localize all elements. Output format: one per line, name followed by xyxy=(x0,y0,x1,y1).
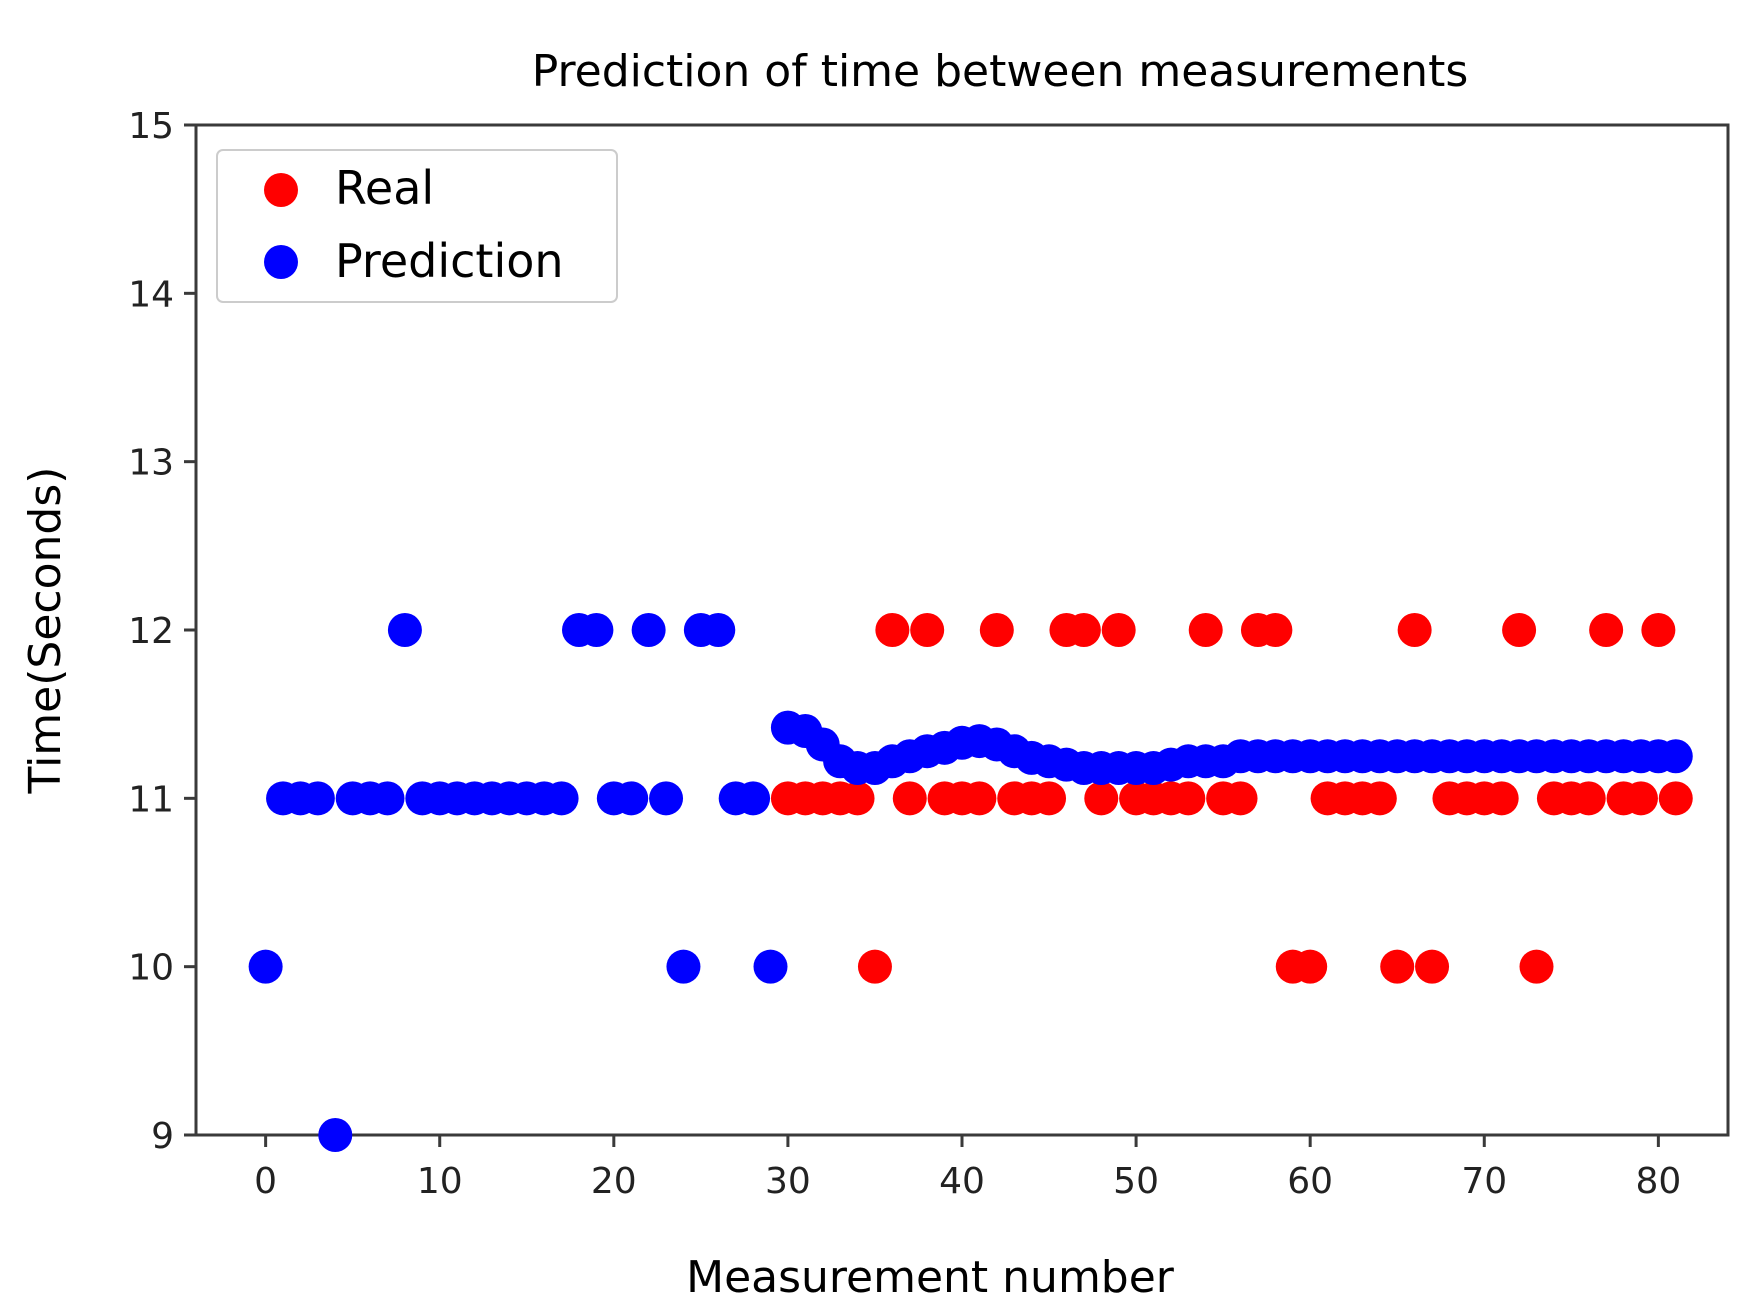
data-point-prediction xyxy=(753,949,788,984)
x-tick-label: 70 xyxy=(1461,1161,1507,1202)
y-tick-label: 9 xyxy=(151,1116,174,1157)
y-tick-label: 12 xyxy=(128,611,174,652)
data-point-prediction xyxy=(370,781,405,816)
data-point-real xyxy=(1223,781,1258,816)
data-point-real xyxy=(1380,949,1415,984)
data-point-real xyxy=(1101,613,1136,647)
data-point-prediction xyxy=(544,781,579,816)
chart-title: Prediction of time between measurements xyxy=(532,46,1469,97)
data-point-real xyxy=(1188,613,1223,647)
data-point-real xyxy=(1589,613,1624,647)
data-point-real xyxy=(1519,949,1554,984)
data-point-prediction xyxy=(1658,739,1693,774)
data-point-prediction xyxy=(614,781,649,816)
data-point-real xyxy=(840,781,875,816)
x-tick-label: 40 xyxy=(939,1161,985,1202)
data-point-prediction xyxy=(300,781,335,816)
x-axis-label: Measurement number xyxy=(686,1252,1175,1303)
data-point-real xyxy=(1415,949,1450,984)
data-point-real xyxy=(857,949,892,984)
y-tick-label: 14 xyxy=(128,274,174,315)
x-tick-label: 0 xyxy=(254,1161,277,1202)
data-point-real xyxy=(1484,781,1519,816)
data-point-real xyxy=(1293,949,1328,984)
data-point-real xyxy=(979,613,1014,647)
x-tick-label: 80 xyxy=(1635,1161,1681,1202)
data-point-real xyxy=(910,613,945,647)
data-point-prediction xyxy=(579,613,614,647)
data-point-real xyxy=(1362,781,1397,816)
x-tick-label: 50 xyxy=(1113,1161,1159,1202)
y-axis-label: Time(Seconds) xyxy=(20,467,71,795)
data-point-real xyxy=(1623,781,1658,816)
data-point-prediction xyxy=(387,613,422,647)
data-point-real xyxy=(1084,781,1119,816)
data-point-prediction xyxy=(318,1118,353,1152)
series-prediction xyxy=(248,613,1693,1152)
legend-marker-prediction xyxy=(264,245,298,279)
x-tick-label: 60 xyxy=(1287,1161,1333,1202)
data-point-real xyxy=(962,781,997,816)
data-point-real xyxy=(1032,781,1067,816)
y-tick-label: 15 xyxy=(128,106,174,147)
legend-marker-real xyxy=(264,173,298,207)
data-point-prediction xyxy=(666,949,701,984)
x-tick-label: 20 xyxy=(591,1161,637,1202)
data-point-prediction xyxy=(649,781,684,816)
y-tick-label: 13 xyxy=(128,443,174,484)
data-point-real xyxy=(1658,781,1693,816)
legend: Real Prediction xyxy=(216,149,618,303)
x-tick-label: 30 xyxy=(765,1161,811,1202)
data-point-real xyxy=(1397,613,1432,647)
data-point-real xyxy=(1641,613,1676,647)
series-real xyxy=(770,613,1693,984)
data-point-prediction xyxy=(736,781,771,816)
x-tick-label: 10 xyxy=(417,1161,463,1202)
y-tick-label: 11 xyxy=(128,779,174,820)
data-point-real xyxy=(1502,613,1537,647)
data-point-prediction xyxy=(248,949,283,984)
y-axis-ticks: 9 10 11 12 13 14 15 xyxy=(128,106,196,1157)
data-point-prediction xyxy=(701,613,736,647)
legend-label-prediction: Prediction xyxy=(335,234,564,288)
data-point-real xyxy=(1066,613,1101,647)
data-point-prediction xyxy=(631,613,666,647)
y-tick-label: 10 xyxy=(128,948,174,989)
data-point-real xyxy=(1171,781,1206,816)
data-point-real xyxy=(875,613,910,647)
x-axis-ticks: 0 10 20 30 40 50 60 70 80 xyxy=(254,1135,1681,1202)
data-point-real xyxy=(1571,781,1606,816)
data-point-real xyxy=(1258,613,1293,647)
data-point-real xyxy=(892,781,927,816)
legend-label-real: Real xyxy=(335,161,434,215)
legend-box xyxy=(216,149,618,303)
